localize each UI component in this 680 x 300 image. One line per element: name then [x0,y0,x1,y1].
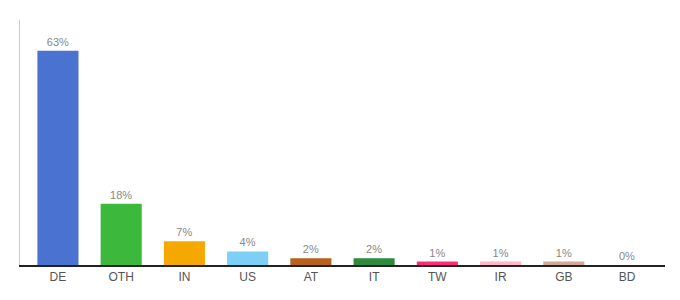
svg-text:7%: 7% [176,226,192,238]
svg-text:18%: 18% [110,189,132,201]
svg-text:0%: 0% [619,250,635,262]
svg-text:AT: AT [304,270,319,284]
svg-text:2%: 2% [366,243,382,255]
svg-text:TW: TW [428,270,447,284]
svg-text:GB: GB [555,270,572,284]
svg-text:IR: IR [495,270,507,284]
svg-text:IN: IN [178,270,190,284]
svg-text:2%: 2% [303,243,319,255]
svg-text:63%: 63% [47,36,69,48]
svg-text:4%: 4% [240,236,256,248]
svg-text:BD: BD [619,270,636,284]
svg-text:1%: 1% [493,247,509,259]
svg-text:IT: IT [369,270,380,284]
svg-text:1%: 1% [556,247,572,259]
svg-text:DE: DE [50,270,67,284]
svg-text:1%: 1% [429,247,445,259]
svg-text:OTH: OTH [109,270,134,284]
svg-text:US: US [239,270,256,284]
